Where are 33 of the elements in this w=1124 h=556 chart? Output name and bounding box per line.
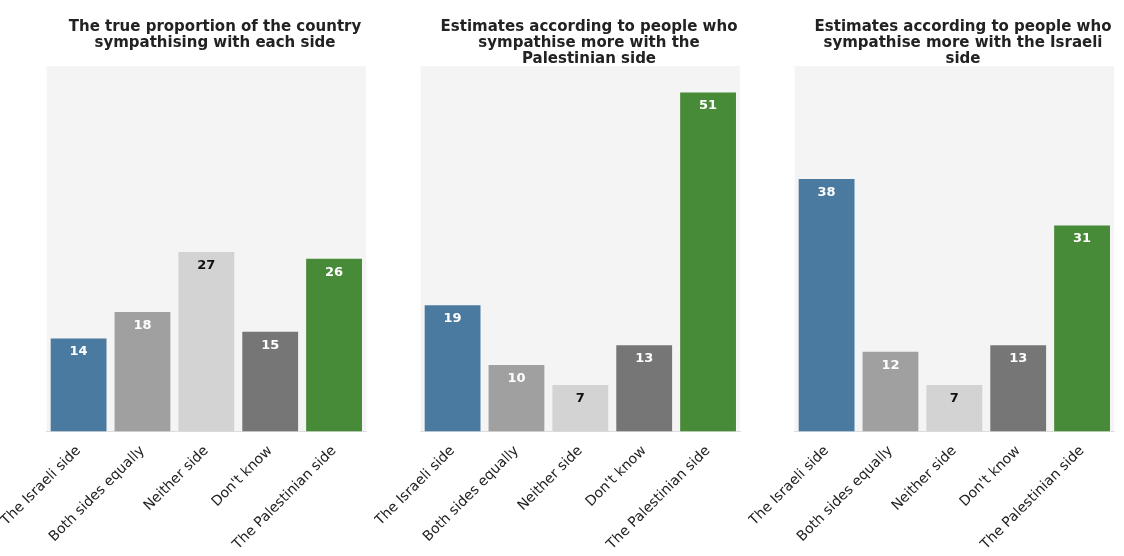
data-label: 19 <box>443 310 462 326</box>
bar <box>178 252 235 432</box>
bar <box>616 345 673 432</box>
bar <box>306 258 362 432</box>
bar <box>926 385 983 432</box>
data-label: 51 <box>699 97 718 113</box>
chart-title: Estimates according to people who sympathise more with the Israeli side <box>813 16 1113 67</box>
data-label: 13 <box>635 350 654 366</box>
data-label: 26 <box>325 263 344 279</box>
data-label: 7 <box>575 389 585 405</box>
data-label: 10 <box>507 369 526 385</box>
data-label: 15 <box>261 336 280 352</box>
chart-title: The true proportion of the country sympathising with each side <box>67 16 363 53</box>
data-label: 27 <box>197 256 216 272</box>
data-label: 14 <box>69 343 88 359</box>
bar <box>1054 225 1110 432</box>
data-label: 7 <box>949 389 959 405</box>
bar <box>552 385 609 432</box>
bar <box>424 305 481 432</box>
data-label: 38 <box>817 183 836 199</box>
bar <box>862 351 919 432</box>
bar <box>50 338 107 432</box>
data-label: 18 <box>133 316 152 332</box>
bar <box>488 365 545 432</box>
data-label: 13 <box>1009 350 1028 366</box>
bar <box>798 178 855 432</box>
chart-title: Estimates according to people who sympathise more with the Palestinian side <box>439 16 739 67</box>
data-label: 12 <box>881 356 900 372</box>
bar <box>114 311 171 432</box>
data-label: 31 <box>1073 230 1092 246</box>
bar <box>680 92 736 432</box>
bar <box>990 345 1047 432</box>
bar <box>242 331 299 432</box>
